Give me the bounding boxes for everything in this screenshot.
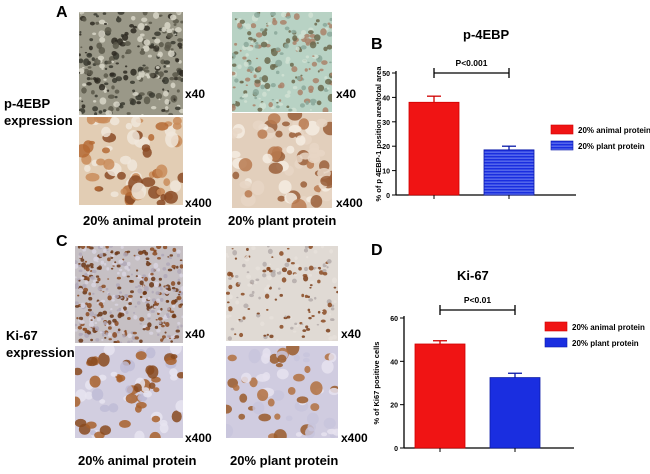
chart-title-p4ebp: p-4EBP — [463, 27, 510, 42]
chart-b-bar-animal — [408, 101, 460, 196]
panel-label-a: A — [56, 4, 68, 21]
micrograph-p4ebp-animal-x400 — [79, 117, 183, 205]
magnification-label: x400 — [185, 431, 212, 445]
chart-d-legend-swatch — [544, 337, 568, 348]
chart-b-y-tick-label: 20 — [382, 144, 390, 151]
panel-label-d: D — [371, 242, 383, 259]
caption-animal: 20% animal protein — [83, 213, 202, 228]
chart-b-legend-label: 20% plant protein — [578, 142, 645, 151]
chart-title-ki67: Ki-67 — [457, 268, 489, 283]
chart-b-significance-label: P<0.001 — [456, 58, 488, 68]
chart-p4ebp: 0 10 20 30 40 50% of p 4EBP-1 position area/t… — [374, 58, 650, 202]
chart-d-y-tick-label: 40 — [390, 359, 398, 366]
panel-label-b: B — [371, 36, 383, 53]
micrograph-ki67-animal-x400 — [75, 346, 183, 438]
chart-d-legend-swatch — [544, 321, 568, 332]
chart-d-legend-label: 20% plant protein — [572, 339, 639, 348]
chart-ki67: 0 20 40 60 % of Ki67 positive cells P<0.01 20%… — [372, 295, 645, 453]
chart-d-y-tick-label: 60 — [390, 316, 398, 323]
chart-b-y-tick-label: 0 — [386, 193, 390, 200]
chart-d-y-axis-label: % of Ki67 positive cells — [372, 342, 381, 425]
chart-b-legend-swatch — [550, 124, 574, 135]
caption-plant: 20% plant protein — [230, 453, 339, 468]
magnification-label: x40 — [336, 87, 357, 101]
magnification-label: x40 — [185, 87, 206, 101]
row-label-line1: p-4EBP — [4, 96, 51, 111]
row-label-ki67: Ki-67 expression — [6, 327, 75, 361]
chart-d-bar-animal — [414, 343, 466, 449]
chart-b-legend-swatch — [550, 140, 574, 151]
chart-d-y-tick-label: 20 — [390, 403, 398, 410]
row-label-line1: Ki-67 — [6, 328, 38, 343]
magnification-label: x40 — [185, 327, 206, 341]
micrograph-ki67-plant-x40 — [226, 246, 338, 341]
caption-plant: 20% plant protein — [228, 213, 337, 228]
chart-b-y-tick-label: 40 — [382, 95, 390, 102]
chart-b-legend-label: 20% animal protein — [578, 126, 650, 135]
row-label-line2: expression — [4, 113, 73, 128]
chart-b-y-axis-label: % of p 4EBP-1 position area/total area — [374, 66, 383, 202]
chart-d-legend-label: 20% animal protein — [572, 323, 645, 332]
magnification-label: x400 — [185, 196, 212, 210]
micrograph-ki67-plant-x400 — [226, 346, 338, 438]
caption-animal: 20% animal protein — [78, 453, 197, 468]
chart-d-y-tick-label: 0 — [394, 446, 398, 453]
magnification-label: x400 — [341, 431, 368, 445]
micrograph-p4ebp-plant-x40 — [232, 12, 332, 112]
row-label-p4ebp: p-4EBP expression — [4, 95, 73, 129]
row-label-line2: expression — [6, 345, 75, 360]
chart-b-bar-plant — [483, 149, 535, 196]
chart-b-y-tick-label: 10 — [382, 169, 390, 176]
magnification-label: x40 — [341, 327, 362, 341]
panel-label-c: C — [56, 233, 68, 250]
micrograph-ki67-animal-x40 — [75, 246, 183, 343]
chart-d-significance-label: P<0.01 — [464, 295, 491, 305]
micrograph-p4ebp-plant-x400 — [232, 113, 332, 208]
chart-b-y-tick-label: 30 — [382, 120, 390, 127]
magnification-label: x400 — [336, 196, 363, 210]
chart-b-y-tick-label: 50 — [382, 71, 390, 78]
micrograph-p4ebp-animal-x40 — [79, 12, 183, 115]
chart-d-bar-plant — [489, 377, 541, 449]
